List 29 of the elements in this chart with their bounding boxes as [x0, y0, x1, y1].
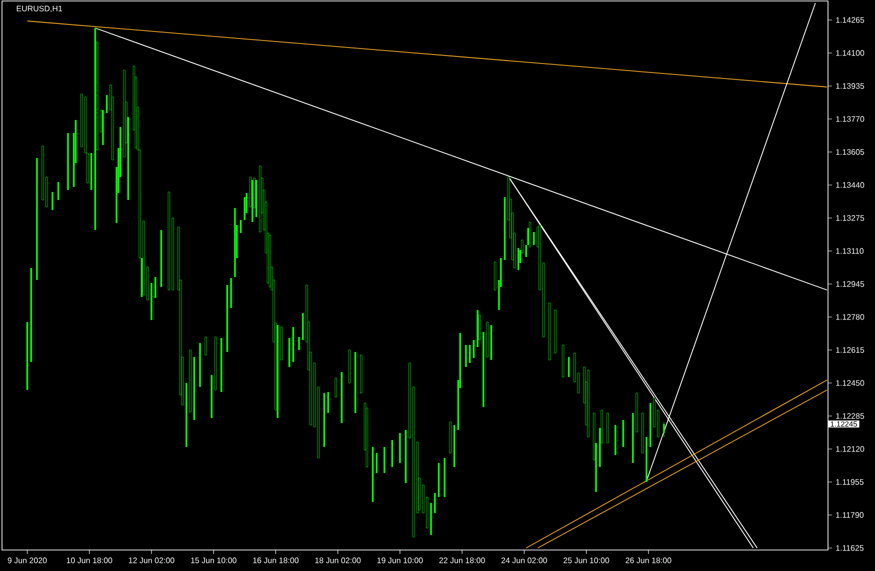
x-tick-label: 16 Jun 18:00: [253, 558, 299, 564]
y-tick-label: 1.13275: [836, 215, 864, 221]
y-tick-label: 1.11790: [836, 512, 864, 518]
x-tick-label: 12 Jun 02:00: [128, 558, 174, 564]
y-tick-label: 1.12780: [836, 314, 864, 320]
y-tick-label: 1.14100: [836, 50, 864, 56]
x-tick-label: 10 Jun 18:00: [66, 558, 112, 564]
y-tick-label: 1.13110: [836, 248, 864, 254]
x-tick-label: 25 Jun 10:00: [564, 558, 610, 564]
x-tick-label: 15 Jun 10:00: [191, 558, 236, 564]
y-tick-label: 1.11625: [836, 545, 864, 551]
y-tick-label: 1.12120: [836, 446, 864, 452]
y-tick-label: 1.12450: [836, 380, 864, 386]
x-tick-label: 9 Jun 2020: [8, 558, 47, 564]
y-tick-label: 1.12945: [836, 281, 864, 287]
x-tick-label: 22 Jun 18:00: [439, 558, 485, 564]
y-tick-label: 1.14265: [836, 17, 864, 23]
y-tick-label: 1.13770: [836, 116, 864, 122]
x-tick-label: 18 Jun 02:00: [315, 558, 361, 564]
x-tick-label: 19 Jun 10:00: [377, 558, 423, 564]
y-tick-label: 1.12615: [836, 347, 864, 353]
y-tick-label: 1.13440: [836, 182, 864, 188]
y-tick-label: 1.13935: [836, 83, 864, 89]
x-tick-label: 26 Jun 18:00: [626, 558, 672, 564]
y-tick-label: 1.13605: [836, 149, 864, 155]
y-tick-label: 1.12285: [836, 413, 864, 419]
y-tick-label: 1.11955: [836, 479, 864, 485]
x-tick-label: 24 Jun 02:00: [501, 558, 548, 564]
chart-title: EURUSD,H1: [16, 6, 62, 12]
